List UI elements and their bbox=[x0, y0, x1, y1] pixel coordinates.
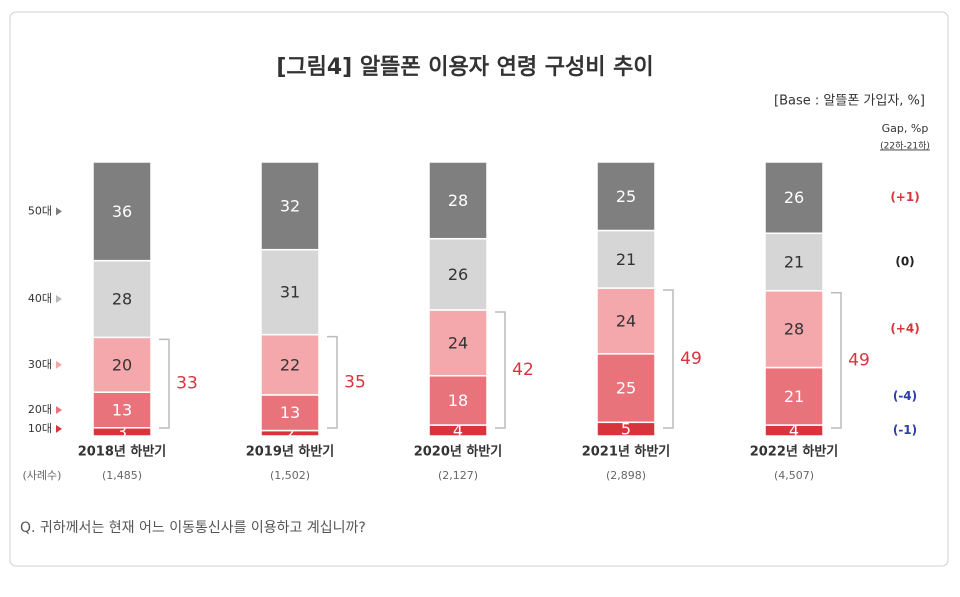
bracket-total: 42 bbox=[512, 360, 534, 380]
sample-size: (1,502) bbox=[270, 469, 310, 482]
bar-segment bbox=[764, 366, 824, 426]
legend-marker bbox=[56, 295, 62, 303]
value-label: 32 bbox=[280, 196, 300, 215]
value-label: 2 bbox=[285, 424, 295, 443]
bracket-total: 49 bbox=[680, 349, 702, 369]
bar-segment bbox=[260, 394, 320, 432]
value-label: 4 bbox=[453, 421, 463, 440]
sample-title: (사례수) bbox=[23, 469, 62, 482]
value-label: 36 bbox=[112, 202, 132, 221]
bar-segment bbox=[764, 161, 824, 234]
value-label: 3 bbox=[117, 422, 127, 441]
sample-size: (2,898) bbox=[606, 469, 646, 482]
bracket-total: 35 bbox=[344, 372, 366, 392]
value-label: 24 bbox=[616, 311, 636, 330]
bar-segment bbox=[764, 290, 824, 369]
value-label: 26 bbox=[784, 188, 804, 207]
value-label: 28 bbox=[448, 191, 468, 210]
value-label: 13 bbox=[112, 400, 132, 419]
sample-size: (1,485) bbox=[102, 469, 142, 482]
gap-label: (-1) bbox=[893, 423, 917, 437]
legend-marker bbox=[56, 207, 62, 216]
value-label: 20 bbox=[112, 355, 132, 374]
bracket bbox=[831, 292, 842, 429]
note: Q. 귀하께서는 현재 어느 이동통신사를 이용하고 계십니까? bbox=[20, 520, 366, 536]
value-label: 21 bbox=[784, 387, 804, 406]
series-label: 20대 bbox=[28, 403, 52, 416]
series-label: 40대 bbox=[28, 292, 52, 305]
value-label: 31 bbox=[280, 283, 300, 302]
value-label: 24 bbox=[448, 333, 468, 352]
bracket bbox=[663, 289, 674, 429]
bar-segment bbox=[260, 333, 320, 396]
bar-segment bbox=[260, 248, 320, 336]
x-tick-label: 2020년 하반기 bbox=[414, 444, 503, 460]
value-label: 28 bbox=[784, 320, 804, 339]
value-label: 25 bbox=[616, 379, 636, 398]
sample-size: (2,127) bbox=[438, 469, 478, 482]
gap-title: Gap, %p bbox=[882, 122, 929, 135]
bar-segment bbox=[92, 336, 152, 393]
value-label: 4 bbox=[789, 421, 799, 440]
legend-marker bbox=[56, 405, 62, 414]
bar-segment bbox=[428, 161, 488, 240]
value-label: 21 bbox=[616, 250, 636, 269]
bracket bbox=[495, 311, 506, 429]
sample-size: (4,507) bbox=[774, 469, 814, 482]
bar-segment bbox=[596, 229, 656, 289]
value-label: 18 bbox=[448, 391, 468, 410]
bracket bbox=[327, 335, 338, 429]
x-tick-label: 2022년 하반기 bbox=[750, 444, 839, 460]
legend-marker bbox=[56, 424, 62, 433]
gap-label: (0) bbox=[895, 255, 914, 269]
x-tick-label: 2018년 하반기 bbox=[78, 444, 167, 460]
gap-subtitle: (22하-21하) bbox=[880, 141, 930, 152]
gap-label: (-4) bbox=[893, 389, 917, 403]
gap-label: (+4) bbox=[890, 322, 919, 336]
subtitle: [Base : 알뜰폰 가입자, %] bbox=[774, 94, 925, 109]
bracket-total: 49 bbox=[848, 350, 870, 370]
value-label: 22 bbox=[280, 355, 300, 374]
bar-segment bbox=[92, 161, 152, 262]
bar-segment bbox=[596, 287, 656, 355]
bracket bbox=[159, 338, 170, 429]
value-label: 21 bbox=[784, 253, 804, 272]
bar-segment bbox=[428, 309, 488, 377]
x-tick-label: 2021년 하반기 bbox=[582, 444, 671, 460]
value-label: 5 bbox=[621, 420, 631, 439]
value-label: 13 bbox=[280, 403, 300, 422]
bar-segment bbox=[92, 259, 152, 339]
bar-segment bbox=[764, 232, 824, 292]
value-label: 28 bbox=[112, 290, 132, 309]
legend-marker bbox=[56, 360, 62, 369]
bar-segment bbox=[596, 161, 656, 232]
bracket-total: 33 bbox=[176, 374, 198, 394]
series-label: 10대 bbox=[28, 422, 52, 435]
series-label: 30대 bbox=[28, 358, 52, 371]
gap-label: (+1) bbox=[890, 190, 919, 204]
chart-title: [그림4] 알뜰폰 이용자 연령 구성비 추이 bbox=[276, 55, 653, 80]
value-label: 26 bbox=[448, 265, 468, 284]
x-tick-label: 2019년 하반기 bbox=[246, 444, 335, 460]
bar-segment bbox=[428, 374, 488, 426]
bar-segment bbox=[260, 161, 320, 251]
value-label: 25 bbox=[616, 187, 636, 206]
series-label: 50대 bbox=[28, 204, 52, 217]
bar-segment bbox=[596, 353, 656, 424]
